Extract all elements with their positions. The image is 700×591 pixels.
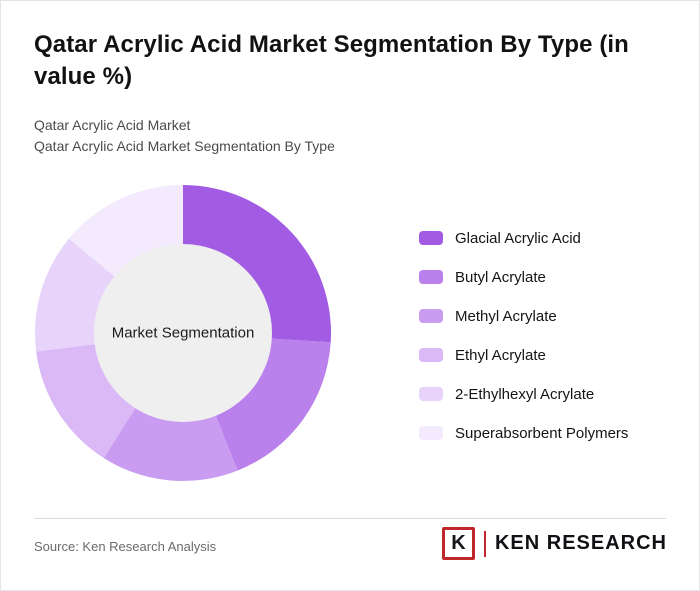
logo-separator bbox=[483, 530, 486, 557]
logo-brand-text: KEN RESEARCH bbox=[494, 532, 667, 554]
donut-center-label: Market Segmentation bbox=[111, 324, 255, 342]
subtitle-line-1: Qatar Acrylic Acid Market bbox=[34, 117, 191, 133]
source-text: Source: Ken Research Analysis bbox=[34, 539, 217, 554]
footer-divider bbox=[34, 518, 666, 519]
legend-swatch bbox=[419, 231, 443, 245]
chart-legend: Glacial Acrylic Acid Butyl Acrylate Methyl… bbox=[419, 229, 629, 442]
ken-research-logo: K KEN RESEARCH bbox=[441, 527, 667, 560]
legend-item: Glacial Acrylic Acid bbox=[419, 229, 628, 247]
legend-item: Butyl Acrylate bbox=[419, 268, 628, 286]
legend-item: Ethyl Acrylate bbox=[419, 346, 628, 364]
donut-hole bbox=[94, 244, 272, 422]
legend-label: Superabsorbent Polymers bbox=[455, 424, 629, 442]
legend-label: Butyl Acrylate bbox=[455, 268, 546, 286]
legend-swatch bbox=[419, 426, 443, 440]
legend-label: Methyl Acrylate bbox=[455, 307, 557, 325]
legend-label: 2-Ethylhexyl Acrylate bbox=[455, 385, 595, 403]
logo-letter: K bbox=[451, 532, 466, 554]
subtitle-line-2: Qatar Acrylic Acid Market Segmentation B… bbox=[34, 138, 335, 154]
logo-k-icon: K bbox=[441, 527, 475, 560]
legend-swatch bbox=[419, 309, 443, 323]
page-title: Qatar Acrylic Acid Market Segmentation B… bbox=[34, 31, 629, 90]
legend-swatch bbox=[419, 270, 443, 284]
subtitle-block: Qatar Acrylic Acid Market Qatar Acrylic … bbox=[34, 115, 651, 157]
donut-chart: Market Segmentation bbox=[33, 183, 333, 483]
legend-swatch bbox=[419, 348, 443, 362]
legend-swatch bbox=[419, 387, 443, 401]
legend-label: Glacial Acrylic Acid bbox=[455, 229, 581, 247]
donut-chart-svg bbox=[35, 185, 332, 482]
legend-label: Ethyl Acrylate bbox=[455, 346, 546, 364]
legend-item: Superabsorbent Polymers bbox=[419, 424, 629, 442]
legend-item: Methyl Acrylate bbox=[419, 307, 628, 325]
legend-item: 2-Ethylhexyl Acrylate bbox=[419, 385, 628, 403]
